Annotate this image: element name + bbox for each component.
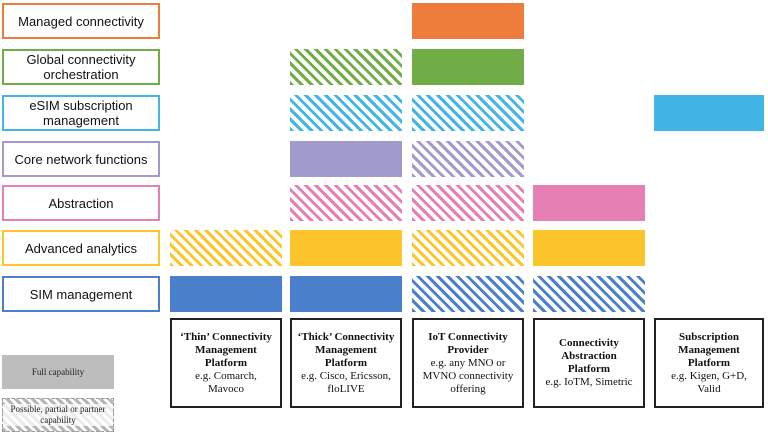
partial-capability-cell — [412, 185, 524, 221]
full-capability-cell — [290, 230, 402, 266]
full-capability-cell — [170, 276, 282, 312]
full-capability-cell — [290, 141, 402, 177]
full-capability-cell — [290, 276, 402, 312]
provider-card: ‘Thick’ Connectivity Management Platform… — [290, 318, 402, 408]
provider-example: e.g. Cisco, Ericsson, floLIVE — [301, 369, 391, 395]
provider-name: ‘Thin’ Connectivity Management Platform — [180, 330, 272, 369]
partial-capability-cell — [290, 95, 402, 131]
capability-label: eSIM subscription management — [2, 95, 160, 131]
partial-capability-cell — [170, 230, 282, 266]
partial-capability-cell — [533, 276, 645, 312]
provider-name: ‘Thick’ Connectivity Management Platform — [297, 330, 395, 369]
provider-card: Connectivity Abstraction Platform e.g. Io… — [533, 318, 645, 408]
provider-example: e.g. IoTM, Simetric — [545, 376, 633, 388]
provider-name: Connectivity Abstraction Platform — [559, 337, 619, 375]
full-capability-cell — [412, 3, 524, 39]
capability-label: Global connectivity orchestration — [2, 49, 160, 85]
capability-label: Core network functions — [2, 141, 160, 177]
partial-capability-cell — [290, 49, 402, 85]
full-capability-cell — [654, 95, 764, 131]
provider-card: Subscription Management Platform e.g. Kig… — [654, 318, 764, 408]
legend-full-capability: Full capability — [2, 355, 114, 389]
provider-name: IoT Connectivity Provider — [428, 330, 508, 356]
legend-partial-capability: Possible, partial or partner capability — [2, 398, 114, 432]
provider-example: e.g. Kigen, G+D, Valid — [671, 369, 747, 395]
full-capability-cell — [533, 185, 645, 221]
partial-capability-cell — [412, 141, 524, 177]
legend-partial-label: Possible, partial or partner capability — [3, 404, 113, 426]
capability-label: Abstraction — [2, 185, 160, 221]
provider-example: e.g. Comarch, Mavoco — [195, 369, 257, 395]
partial-capability-cell — [412, 95, 524, 131]
provider-example: e.g. any MNO or MVNO connectivity offeri… — [422, 356, 514, 395]
legend-full-label: Full capability — [31, 366, 85, 377]
capability-label: Advanced analytics — [2, 230, 160, 266]
partial-capability-cell — [290, 185, 402, 221]
partial-capability-cell — [412, 230, 524, 266]
partial-capability-cell — [412, 276, 524, 312]
full-capability-cell — [533, 230, 645, 266]
capability-label: Managed connectivity — [2, 3, 160, 39]
capability-label: SIM management — [2, 276, 160, 312]
provider-card: ‘Thin’ Connectivity Management Platform e… — [170, 318, 282, 408]
full-capability-cell — [412, 49, 524, 85]
provider-card: IoT Connectivity Provider e.g. any MNO or… — [412, 318, 524, 408]
provider-name: Subscription Management Platform — [678, 330, 740, 369]
